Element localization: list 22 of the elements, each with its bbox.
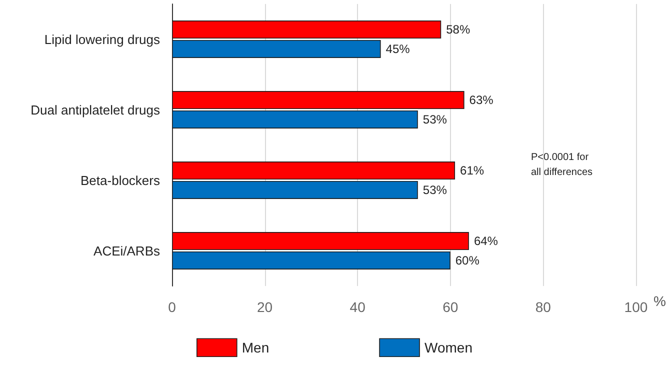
y-tick-label: Beta-blockers: [80, 172, 160, 188]
data-label: 63%: [469, 93, 494, 108]
x-tick-label: 100: [624, 299, 648, 315]
data-label: 45%: [386, 42, 410, 56]
x-tick-label: 40: [350, 299, 366, 315]
data-label: 53%: [422, 182, 448, 197]
y-tick-label: Dual antiplatelet drugs: [30, 102, 160, 118]
data-label: 60%: [455, 253, 480, 268]
data-label: 61%: [460, 164, 484, 178]
legend-label: Men: [242, 340, 270, 356]
data-label: 64%: [474, 234, 498, 248]
x-tick-label: 80: [535, 299, 552, 315]
x-tick-label: 0: [168, 299, 176, 315]
x-tick-label: 60: [442, 299, 458, 315]
data-label: 53%: [422, 112, 448, 126]
legend-label: Women: [424, 340, 473, 356]
x-tick-label: 20: [257, 299, 273, 315]
y-tick-label: ACEi/ARBs: [94, 243, 160, 258]
data-label: 58%: [446, 22, 470, 37]
y-tick-label: Lipid lowering drugs: [44, 32, 160, 47]
annotation: P<0.0001 for all differences: [531, 152, 593, 178]
x-axis-title: %: [654, 293, 666, 309]
